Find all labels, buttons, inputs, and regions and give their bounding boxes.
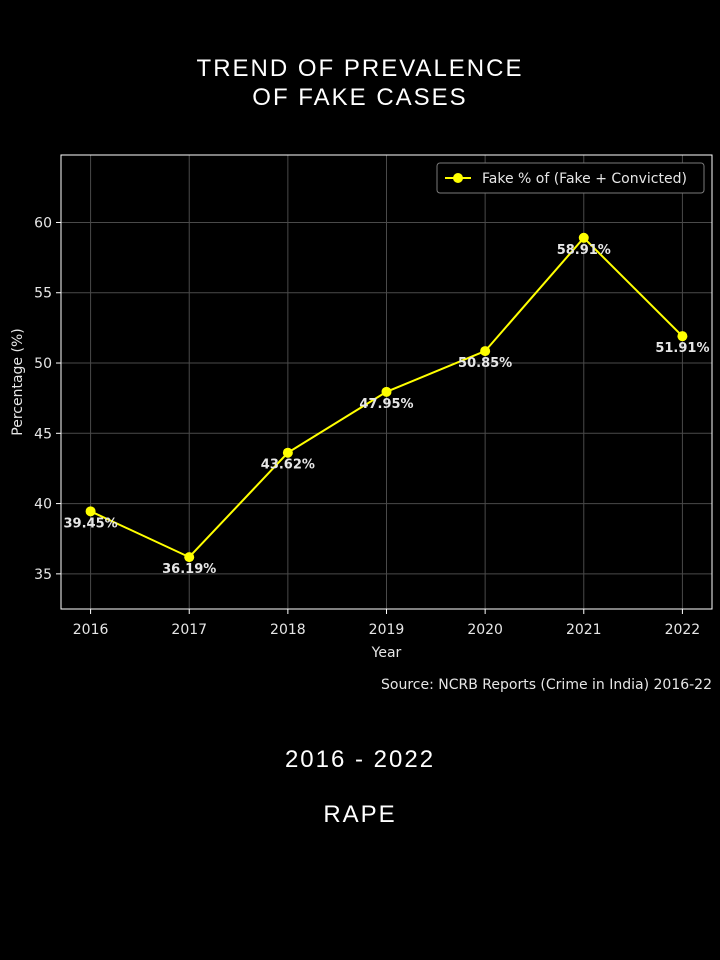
y-axis-ticks: 35 40 45 50 55 60 — [34, 215, 61, 583]
legend: Fake % of (Fake + Convicted) — [436, 162, 705, 194]
data-point-2019 — [381, 386, 392, 397]
series-fake-percentage: 39.45% 36.19% 43.62% 47.95% 50.85% 58.91% 51.9… — [64, 232, 709, 577]
y-tick-label-50: 50 — [34, 356, 52, 372]
data-label-2016: 39.45% — [64, 516, 118, 531]
x-axis-ticks: 2016 2017 2018 2019 2020 2021 2022 — [73, 609, 700, 638]
data-point-2020 — [480, 346, 491, 357]
data-label-2019: 47.95% — [359, 397, 413, 412]
grid — [61, 155, 712, 609]
x-tick-label-2018: 2018 — [270, 622, 306, 638]
period-label: 2016 - 2022 — [284, 746, 436, 773]
x-tick-label-2020: 2020 — [467, 622, 503, 638]
data-label-2018: 43.62% — [261, 458, 315, 473]
source-note: Source: NCRB Reports (Crime in India) 20… — [381, 677, 712, 693]
legend-entry: Fake % of (Fake + Convicted) — [482, 171, 687, 187]
chart-title: TREND OF PREVALENCE OF FAKE CASES — [0, 54, 720, 112]
data-label-2022: 51.91% — [655, 341, 709, 356]
legend-swatch-marker — [453, 173, 463, 183]
title-line-2: OF FAKE CASES — [252, 84, 468, 111]
y-tick-label-60: 60 — [34, 215, 52, 231]
line-chart: 35 40 45 50 55 60 2016 2017 2018 2019 2020 2021 202… — [10, 154, 713, 693]
x-tick-label-2016: 2016 — [73, 622, 109, 638]
x-axis-label: Year — [371, 645, 402, 661]
legend-box — [436, 162, 705, 194]
title-line-1: TREND OF PREVALENCE — [196, 55, 524, 82]
y-tick-label-45: 45 — [34, 426, 52, 442]
data-point-2018 — [282, 447, 293, 458]
y-tick-label-40: 40 — [34, 497, 52, 513]
data-label-2020: 50.85% — [458, 356, 512, 371]
x-tick-label-2019: 2019 — [369, 622, 405, 638]
data-point-2017 — [184, 552, 195, 563]
crime-label: RAPE — [323, 801, 397, 828]
y-tick-label-35: 35 — [34, 567, 52, 583]
data-label-2021: 58.91% — [557, 243, 611, 258]
x-tick-label-2017: 2017 — [171, 622, 207, 638]
y-axis-label: Percentage (%) — [10, 328, 26, 435]
data-point-2022 — [677, 331, 688, 342]
x-tick-label-2022: 2022 — [665, 622, 701, 638]
data-point-2021 — [578, 232, 589, 243]
data-point-2016 — [85, 506, 96, 517]
y-tick-label-55: 55 — [34, 286, 52, 302]
x-tick-label-2021: 2021 — [566, 622, 602, 638]
data-label-2017: 36.19% — [162, 562, 216, 577]
